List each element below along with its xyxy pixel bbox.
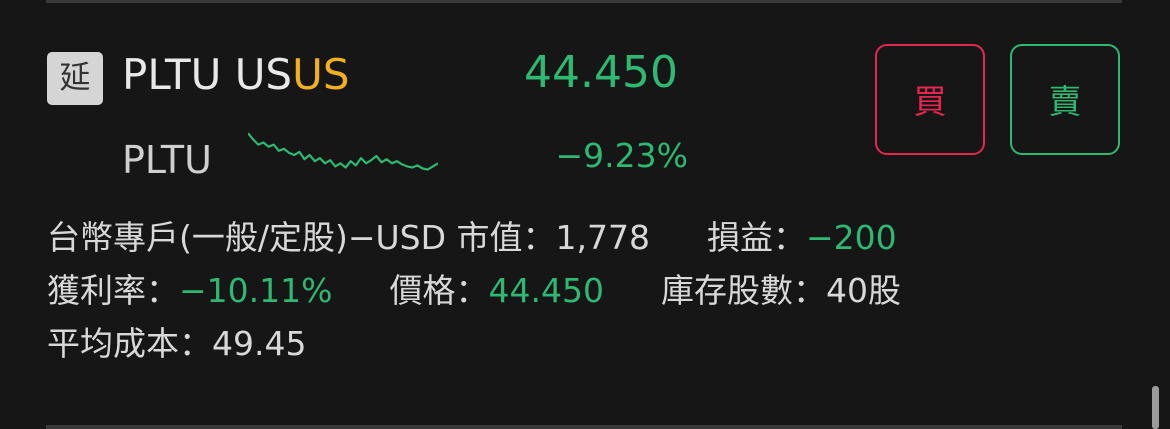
avg-cost-value: 49.45 [212,324,307,363]
change-percent: −9.23% [555,136,688,175]
stock-name: PLTU [122,138,212,182]
last-price: 44.450 [524,47,678,98]
pnl-label: 損益： [707,218,807,257]
top-divider [46,0,1122,3]
price-value: 44.450 [488,271,604,310]
intraday-sparkline [248,132,438,171]
stock-symbol[interactable]: PLTU USUS [122,49,350,101]
market-value-label: 市值： [456,218,556,257]
shares-value: 40股 [825,271,901,310]
bottom-divider [46,425,1122,429]
shares-label: 庫存股數： [660,271,826,310]
price-label: 價格： [389,271,489,310]
market-value: 1,778 [555,218,651,257]
scrollbar[interactable] [1152,386,1159,429]
sell-button[interactable]: 賣 [1010,44,1120,155]
market-tag: US [292,50,350,99]
return-value: −10.11% [179,271,333,310]
avg-cost-label: 平均成本： [47,324,212,363]
account-label: 台幣專戶(一般/定股)−USD [47,218,447,257]
delayed-quote-badge: 延 [47,52,103,105]
info-row-cost: 平均成本：49.45 [47,322,306,366]
sparkline-path [248,132,438,171]
pnl-value: −200 [806,218,897,257]
stock-symbol-text: PLTU US [122,50,293,99]
return-label: 獲利率： [47,271,179,310]
buy-button[interactable]: 買 [875,44,985,155]
info-row-returns: 獲利率：−10.11% 價格：44.450 庫存股數：40股 [47,269,901,313]
info-row-account: 台幣專戶(一般/定股)−USD 市值：1,778 損益：−200 [47,216,897,260]
